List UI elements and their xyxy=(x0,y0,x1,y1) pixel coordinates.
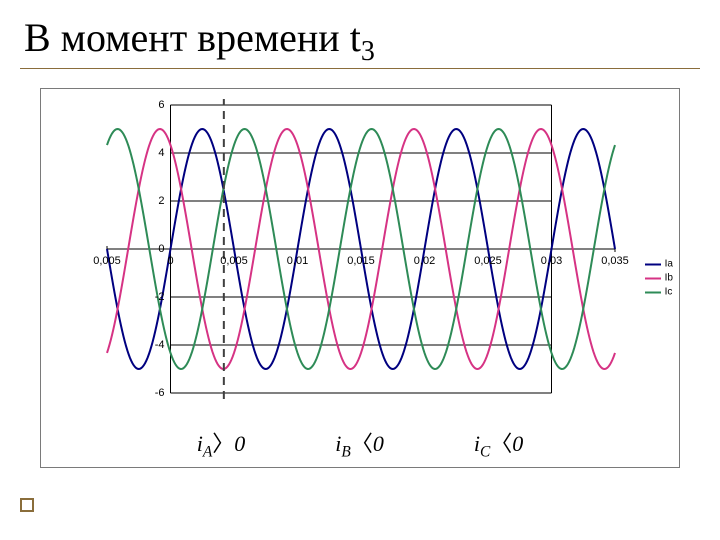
x-tick-label: 0,005 xyxy=(220,249,248,267)
x-tick-label: 0,005 xyxy=(93,249,121,267)
page-title: В момент времени t3 xyxy=(20,8,700,82)
x-tick-label: 0 xyxy=(167,249,173,267)
legend-item: Ic xyxy=(645,287,673,298)
annotation: iC〈0 xyxy=(474,426,523,461)
bullet-icon xyxy=(20,498,34,512)
y-tick-label: 2 xyxy=(158,195,166,207)
title-sub: 3 xyxy=(361,36,375,67)
x-tick-label: 0,025 xyxy=(474,249,502,267)
title-pre: В момент времени t xyxy=(24,15,361,60)
x-tick-label: 0,01 xyxy=(287,249,308,267)
y-tick-label: -4 xyxy=(155,339,167,351)
legend-swatch xyxy=(645,263,661,265)
annotation-row: iA〉0 iB〈0 iC〈0 xyxy=(41,426,679,461)
y-tick-label: -2 xyxy=(155,291,167,303)
legend-item: Ia xyxy=(645,259,673,270)
y-tick-label: 4 xyxy=(158,147,166,159)
legend-label: Ib xyxy=(665,273,673,284)
legend-label: Ic xyxy=(665,287,673,298)
annotation: iA〉0 xyxy=(197,426,246,461)
y-tick-label: -6 xyxy=(155,387,167,399)
x-tick-label: 0,02 xyxy=(414,249,435,267)
legend-item: Ib xyxy=(645,273,673,284)
title-bar: В момент времени t3 xyxy=(20,8,700,69)
legend-swatch xyxy=(645,277,661,279)
x-tick-label: 0,03 xyxy=(541,249,562,267)
annotation: iB〈0 xyxy=(335,426,384,461)
x-tick-label: 0,035 xyxy=(601,249,629,267)
chart-frame: -6 -4 -2 0 2 4 6 0,005 0 0,005 0,01 0,015 0,02 0,025 0… xyxy=(40,88,680,468)
slide: В момент времени t3 -6 -4 -2 0 2 4 6 0,005 0 0,00… xyxy=(0,0,720,540)
plot-region: -6-4-202460,00500,0050,010,0150,020,0250… xyxy=(107,105,615,393)
y-tick-label: 0 xyxy=(158,243,166,255)
legend: Ia Ib Ic xyxy=(645,256,673,301)
y-tick-label: 6 xyxy=(158,99,166,111)
x-tick-label: 0,015 xyxy=(347,249,375,267)
legend-label: Ia xyxy=(665,259,673,270)
legend-swatch xyxy=(645,291,661,293)
